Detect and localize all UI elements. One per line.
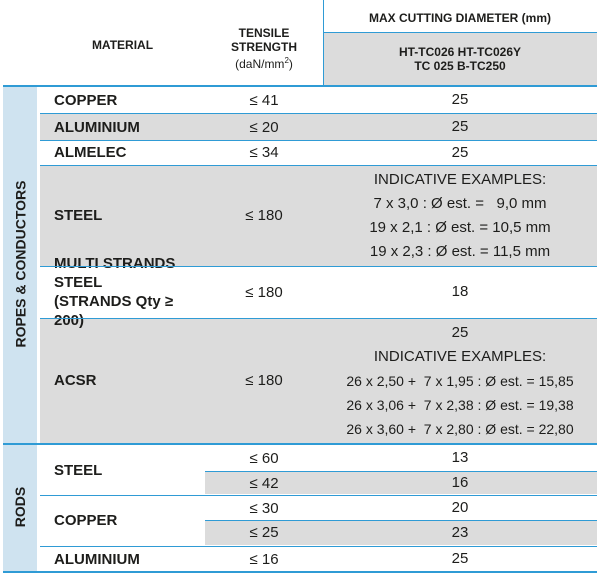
steel-example-line: 19 x 2,1 : Ø est. = 10,5 mm: [369, 219, 551, 236]
header-tensile-strength: TENSILE STRENGTH (daN/mm2): [231, 25, 297, 71]
row-bg-acsr: [40, 318, 597, 443]
divider: [40, 165, 597, 166]
value-rod-steel-a: 13: [451, 449, 469, 466]
value-multi-strands-steel: 18: [451, 283, 469, 300]
tensile-almelec: ≤ 34: [249, 144, 279, 161]
divider: [3, 571, 597, 573]
header-models: HT-TC026 HT-TC026Y TC 025 B-TC250: [398, 45, 522, 73]
divider: [40, 140, 597, 141]
steel-example-line: 19 x 2,3 : Ø est. = 11,5 mm: [369, 243, 551, 260]
row-bg-steel: [40, 165, 597, 266]
row-bg-rod-steel-b: [205, 472, 597, 494]
acsr-example-line: 26 x 3,06 + 7 x 2,38 : Ø est. = 19,38: [346, 397, 574, 413]
value-almelec: 25: [451, 143, 469, 161]
value-rod-steel-b: 16: [451, 474, 469, 491]
divider: [3, 443, 597, 445]
group-label-rods: RODS: [3, 443, 37, 571]
divider: [323, 0, 324, 85]
models-header-bg: [323, 33, 597, 85]
group-label-ropes: ROPES & CONDUCTORS: [3, 85, 37, 443]
row-bg-aluminium: [40, 114, 597, 140]
divider: [40, 546, 597, 547]
material-acsr: ACSR: [54, 372, 97, 389]
material-multi-strands-steel: MULTI STRANDS STEEL (STRANDS Qty ≥ 200): [54, 255, 176, 329]
tensile-rod-aluminium: ≤ 16: [249, 550, 279, 568]
divider: [3, 85, 597, 87]
tensile-aluminium: ≤ 20: [249, 118, 279, 136]
header-max-cutting-diameter: MAX CUTTING DIAMETER (mm): [369, 11, 551, 25]
divider: [205, 520, 597, 521]
value-acsr-examples: 25 INDICATIVE EXAMPLES: 26 x 2,50 + 7 x …: [323, 319, 597, 443]
tensile-rod-copper-a: ≤ 30: [249, 499, 279, 517]
tensile-rod-copper-b: ≤ 25: [249, 524, 279, 541]
tensile-steel: ≤ 180: [245, 207, 283, 224]
tensile-multi-strands-steel: ≤ 180: [245, 283, 283, 301]
material-copper: COPPER: [54, 91, 118, 109]
header-material: MATERIAL: [91, 38, 154, 52]
acsr-example-line: 25: [451, 324, 469, 341]
tensile-acsr: ≤ 180: [245, 372, 283, 389]
value-rod-copper-a: 20: [451, 499, 469, 516]
value-aluminium: 25: [451, 118, 469, 135]
material-aluminium: ALUMINIUM: [54, 118, 140, 136]
divider: [40, 266, 597, 267]
material-rod-steel: STEEL: [54, 461, 103, 479]
material-rod-aluminium: ALUMINIUM: [54, 550, 140, 568]
divider: [40, 318, 597, 319]
divider: [40, 113, 597, 114]
acsr-example-line: 26 x 3,60 + 7 x 2,80 : Ø est. = 22,80: [346, 421, 574, 437]
material-rod-copper: COPPER: [54, 512, 118, 529]
divider: [205, 471, 597, 472]
tensile-rod-steel-b: ≤ 42: [249, 474, 279, 492]
tensile-copper: ≤ 41: [249, 91, 279, 109]
tensile-rod-steel-a: ≤ 60: [249, 449, 279, 467]
material-almelec: ALMELEC: [54, 144, 127, 161]
acsr-example-line: INDICATIVE EXAMPLES:: [373, 348, 547, 365]
steel-example-line: INDICATIVE EXAMPLES:: [373, 171, 547, 188]
value-steel-examples: INDICATIVE EXAMPLES: 7 x 3,0 : Ø est. = …: [323, 166, 597, 266]
material-steel: STEEL: [54, 207, 103, 224]
steel-example-line: 7 x 3,0 : Ø est. = 9,0 mm: [373, 195, 547, 212]
divider: [323, 32, 597, 33]
value-rod-copper-b: 23: [451, 523, 469, 541]
acsr-example-line: 26 x 2,50 + 7 x 1,95 : Ø est. = 15,85: [346, 373, 574, 389]
row-bg-rod-copper-b: [205, 520, 597, 545]
divider: [40, 495, 597, 496]
value-rod-aluminium: 25: [451, 550, 469, 567]
value-copper: 25: [451, 91, 469, 108]
